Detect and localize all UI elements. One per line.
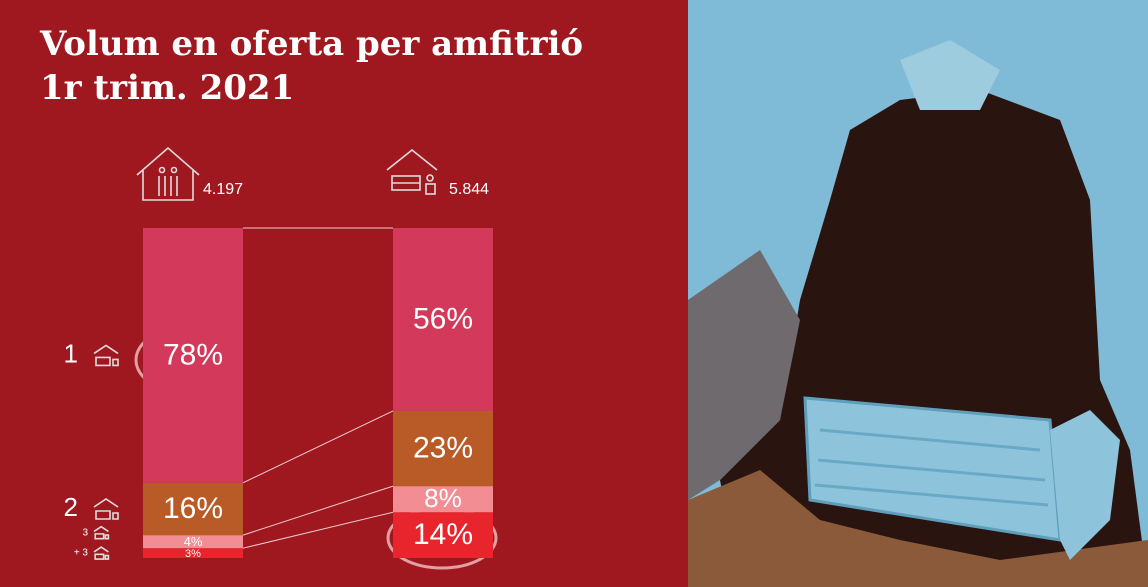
value-label: 3% [185, 548, 201, 560]
value-label: 16% [163, 492, 223, 525]
series-icon [93, 546, 110, 560]
series-icon [93, 344, 119, 367]
bar-segment [393, 410, 493, 487]
value-label: 14% [413, 518, 473, 551]
bar-segment [143, 482, 243, 536]
value-label: 78% [163, 338, 223, 371]
category-label: 4.197 [203, 181, 243, 198]
value-label: 56% [413, 302, 473, 335]
series-label: 3 [82, 527, 88, 538]
house-hosts-icon [136, 146, 200, 201]
connector-line [242, 410, 394, 484]
series-label: 2 [64, 492, 78, 522]
series-icon [93, 498, 119, 520]
bar-segment [143, 535, 243, 549]
value-label: 23% [413, 431, 473, 464]
value-label: 4% [184, 534, 203, 549]
chart-title: 1r trim. 2021 [40, 68, 294, 108]
series-label: 1 [64, 338, 78, 368]
bar-segment [143, 548, 243, 558]
chart-title: Volum en oferta per amfitrió [39, 24, 583, 64]
category-label: 5.844 [449, 181, 489, 198]
series-label: + 3 [74, 548, 89, 559]
panel-background [0, 0, 688, 587]
bar-segment [393, 228, 493, 411]
connector-line [242, 485, 394, 536]
house-listings-icon [386, 148, 438, 195]
photo-illustration [688, 0, 1148, 587]
value-label: 8% [424, 483, 462, 513]
series-icon [93, 525, 110, 540]
bar-segment [143, 228, 243, 483]
bar-segment [393, 486, 493, 513]
bar-segment [393, 512, 493, 558]
connector-line [242, 511, 394, 549]
